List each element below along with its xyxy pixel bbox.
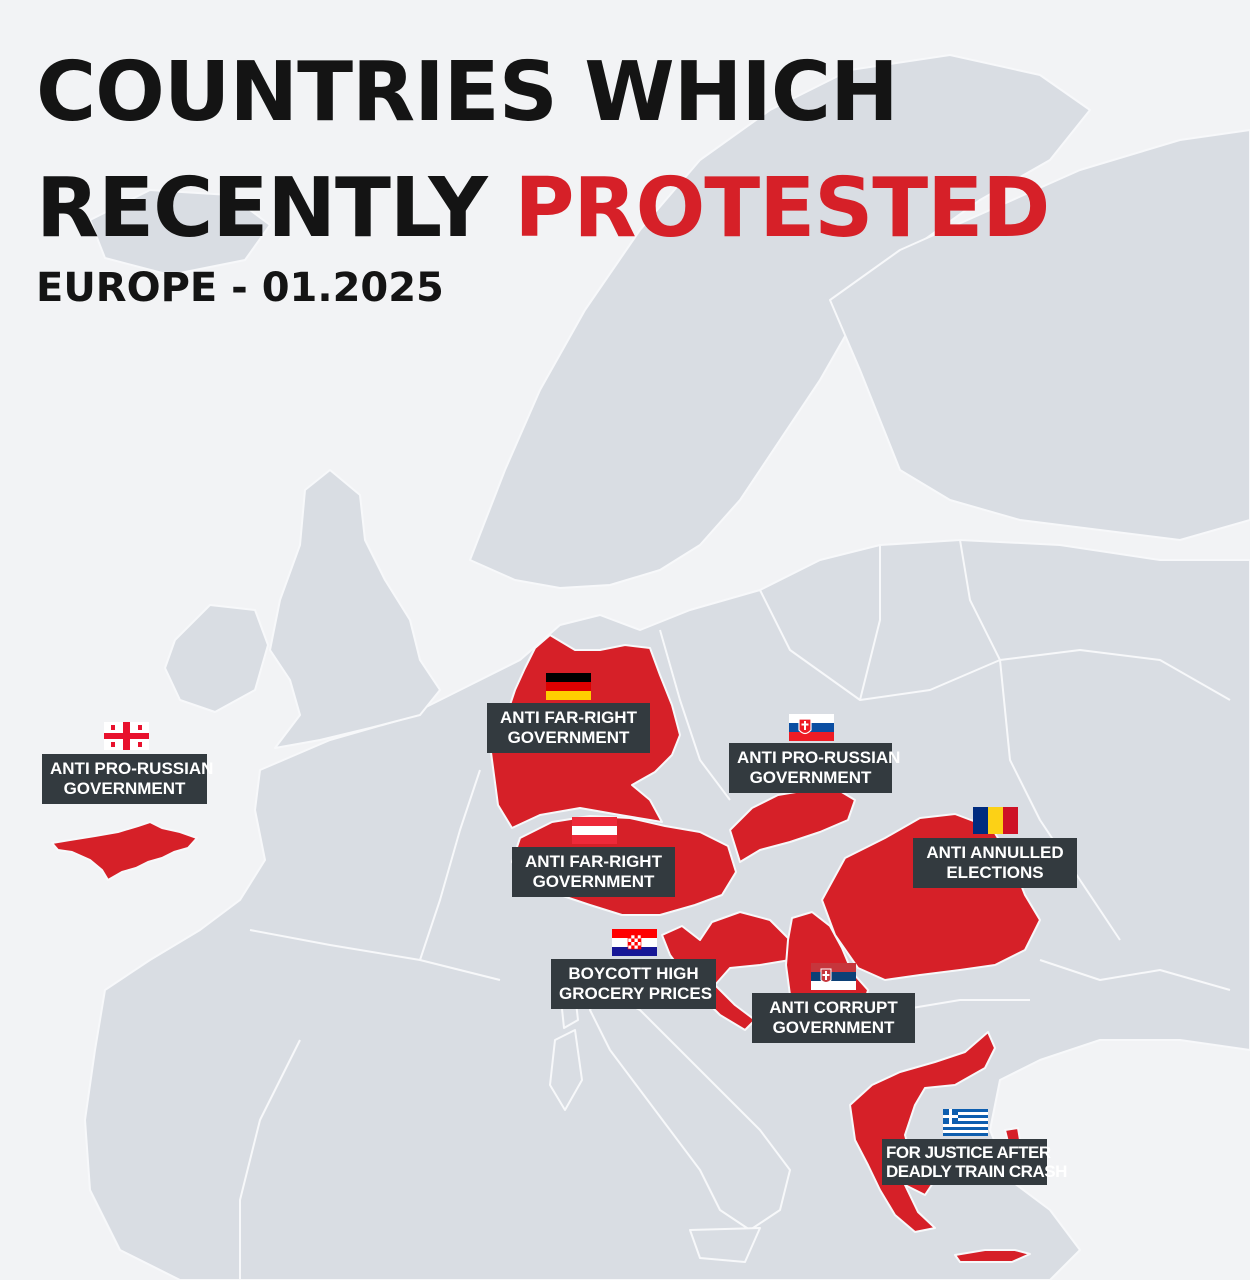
border-line [999, 659, 1121, 941]
greece-flag-icon [943, 1109, 988, 1136]
label-austria-line-2: GOVERNMENT [532, 872, 655, 891]
label-greece-line-2: DEADLY TRAIN CRASH [886, 1162, 1067, 1181]
land-sardinia [549, 1029, 583, 1111]
border-line [759, 589, 1231, 701]
label-georgia-line-2: GOVERNMENT [63, 779, 186, 798]
country-georgia [51, 821, 198, 881]
label-georgia-line-1: ANTI PRO-RUSSIAN [50, 759, 214, 778]
label-serbia-line-2: GOVERNMENT [772, 1018, 895, 1037]
germany-flag-icon [546, 673, 591, 700]
label-romania-line-1: ANTI ANNULLED [926, 843, 1064, 862]
label-greece-line-1: FOR JUSTICE AFTER [886, 1143, 1051, 1162]
georgia-flag-icon [104, 722, 149, 750]
label-serbia-line-1: ANTI CORRUPT [769, 998, 898, 1017]
land-scandinavia [469, 54, 1091, 589]
country-slovakia [729, 787, 856, 863]
label-serbia: ANTI CORRUPT GOVERNMENT [752, 993, 915, 1043]
croatia-flag-icon [612, 929, 657, 956]
label-romania-line-2: ELECTIONS [946, 863, 1044, 882]
serbia-flag-icon [811, 963, 856, 990]
border-line [859, 545, 881, 701]
country-borders [239, 539, 1231, 1280]
landmass [84, 54, 1250, 1280]
label-slovakia: ANTI PRO-RUSSIAN GOVERNMENT [729, 743, 901, 793]
border-line [239, 1039, 301, 1280]
label-germany: ANTI FAR-RIGHT GOVERNMENT [487, 703, 650, 753]
page-title-line-2: RECENTLY PROTESTED [36, 168, 1050, 250]
border-line [659, 629, 731, 801]
page-subtitle: EUROPE - 01.2025 [36, 265, 444, 311]
land-iceland [89, 189, 271, 276]
label-germany-line-2: GOVERNMENT [507, 728, 630, 747]
label-slovakia-line-2: GOVERNMENT [749, 768, 872, 787]
label-croatia-line-2: GROCERY PRICES [559, 984, 713, 1003]
label-greece: FOR JUSTICE AFTER DEADLY TRAIN CRASH [882, 1139, 1067, 1185]
label-austria: ANTI FAR-RIGHT GOVERNMENT [512, 847, 675, 897]
label-georgia: ANTI PRO-RUSSIAN GOVERNMENT [42, 754, 214, 804]
land-finland-russia-north [829, 129, 1250, 541]
label-croatia-line-1: BOYCOTT HIGH [568, 964, 699, 983]
land-great-britain [269, 469, 441, 749]
label-croatia: BOYCOTT HIGH GROCERY PRICES [551, 959, 716, 1009]
border-line [419, 769, 481, 961]
border-line [959, 539, 1001, 661]
country-greece-crete [954, 1249, 1031, 1263]
border-line [1039, 959, 1231, 991]
land-ireland [164, 604, 269, 713]
austria-flag-icon [572, 817, 617, 844]
romania-flag-icon [973, 807, 1018, 834]
label-slovakia-line-1: ANTI PRO-RUSSIAN [737, 748, 901, 767]
page-title-line-1: COUNTRIES WHICH [36, 45, 899, 140]
page-title-highlight: PROTESTED [514, 161, 1050, 256]
slovakia-flag-icon [789, 714, 834, 741]
border-line [249, 929, 501, 981]
label-austria-line-1: ANTI FAR-RIGHT [525, 852, 662, 871]
land-sicily [689, 1227, 761, 1263]
label-romania: ANTI ANNULLED ELECTIONS [913, 838, 1077, 888]
page-title-plain: RECENTLY [36, 161, 515, 256]
label-germany-line-1: ANTI FAR-RIGHT [500, 708, 637, 727]
